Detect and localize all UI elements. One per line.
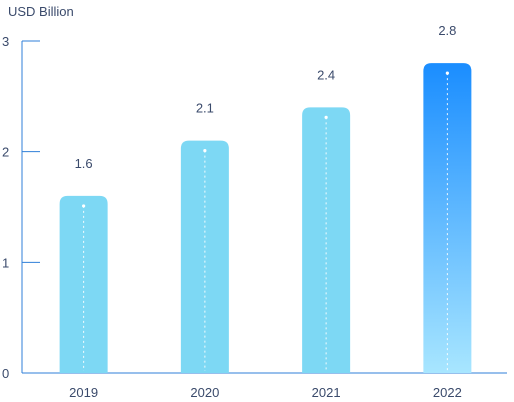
bar-top-dot <box>445 71 449 75</box>
bar-2021 <box>302 107 351 374</box>
bars-layer <box>59 63 472 374</box>
bar-top-dot <box>324 115 328 119</box>
x-tick-label-2020: 2020 <box>190 385 219 400</box>
bar-top-dot <box>203 149 207 153</box>
y-tick-label: 3 <box>2 34 9 49</box>
x-tick-label-2019: 2019 <box>69 385 98 400</box>
y-tick-label: 0 <box>2 366 9 381</box>
bar-2019 <box>59 195 108 373</box>
labels-layer: 1.6 2019 2.1 2020 2.4 2021 2.8 2022 <box>69 23 462 400</box>
data-label-2020: 2.1 <box>196 101 214 116</box>
bar-top-dot <box>82 204 86 208</box>
x-tick-label-2022: 2022 <box>433 385 462 400</box>
data-label-2022: 2.8 <box>438 23 456 38</box>
y-axis-title: USD Billion <box>8 4 74 19</box>
x-tick-label-2021: 2021 <box>312 385 341 400</box>
y-tick-label: 1 <box>2 255 9 270</box>
bar-2022 <box>423 63 472 374</box>
data-label-2019: 1.6 <box>75 156 93 171</box>
y-tick-label: 2 <box>2 145 9 160</box>
data-label-2021: 2.4 <box>317 67 335 82</box>
